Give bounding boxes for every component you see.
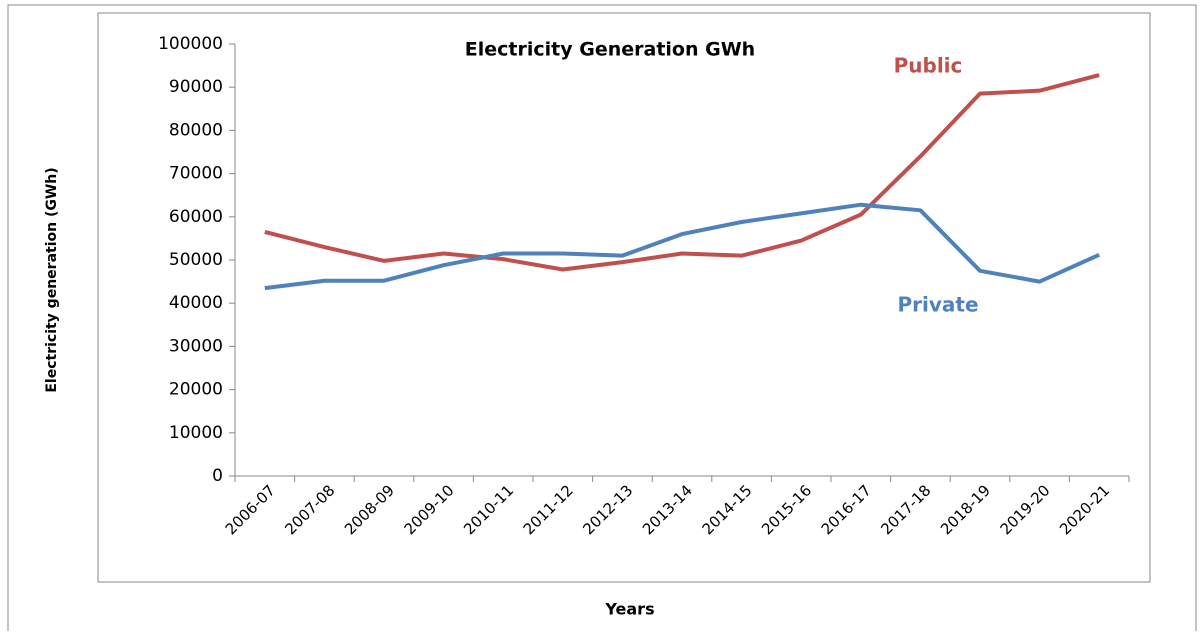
x-tick-label: 2020-21 bbox=[1056, 481, 1113, 538]
x-tick-label: 2008-09 bbox=[341, 481, 398, 538]
x-tick-label: 2015-16 bbox=[758, 481, 815, 538]
y-tick-label: 90000 bbox=[169, 77, 223, 97]
chart-title: Electricity Generation GWh bbox=[465, 39, 755, 61]
series-line bbox=[264, 73, 1100, 272]
y-tick-label: 60000 bbox=[169, 207, 223, 227]
y-tick-label: 80000 bbox=[169, 120, 223, 140]
y-tick-label: 40000 bbox=[169, 293, 223, 313]
x-tick-label: 2016-17 bbox=[818, 481, 875, 538]
x-tick-label: 2012-13 bbox=[579, 481, 636, 538]
y-tick-label: 30000 bbox=[169, 336, 223, 356]
y-tick-label: 0 bbox=[212, 466, 223, 486]
y-tick-label: 50000 bbox=[169, 250, 223, 270]
x-tick-label: 2018-19 bbox=[937, 481, 994, 538]
x-tick-label: 2017-18 bbox=[877, 481, 934, 538]
y-tick-label: 10000 bbox=[169, 423, 223, 443]
x-tick-label: 2010-11 bbox=[460, 481, 517, 538]
y-tick-label: 100000 bbox=[158, 34, 223, 54]
legend-label: Private bbox=[897, 293, 978, 317]
y-tick-label: 20000 bbox=[169, 380, 223, 400]
y-tick-label: 70000 bbox=[169, 164, 223, 184]
x-tick-label: 2011-12 bbox=[520, 481, 577, 538]
outer-border bbox=[7, 4, 1197, 635]
y-axis-title: Electricity generation (GWh) bbox=[44, 167, 60, 392]
x-tick-label: 2007-08 bbox=[281, 481, 338, 538]
chart-border bbox=[97, 12, 1151, 583]
x-tick-label: 2006-07 bbox=[222, 481, 279, 538]
x-axis-title: Years bbox=[604, 600, 654, 619]
series-line bbox=[264, 202, 1101, 291]
x-tick-label: 2009-10 bbox=[401, 481, 458, 538]
x-tick-label: 2019-20 bbox=[997, 481, 1054, 538]
x-tick-label: 2014-15 bbox=[699, 481, 756, 538]
x-tick-label: 2013-14 bbox=[639, 481, 696, 538]
legend-label: Public bbox=[894, 54, 963, 78]
